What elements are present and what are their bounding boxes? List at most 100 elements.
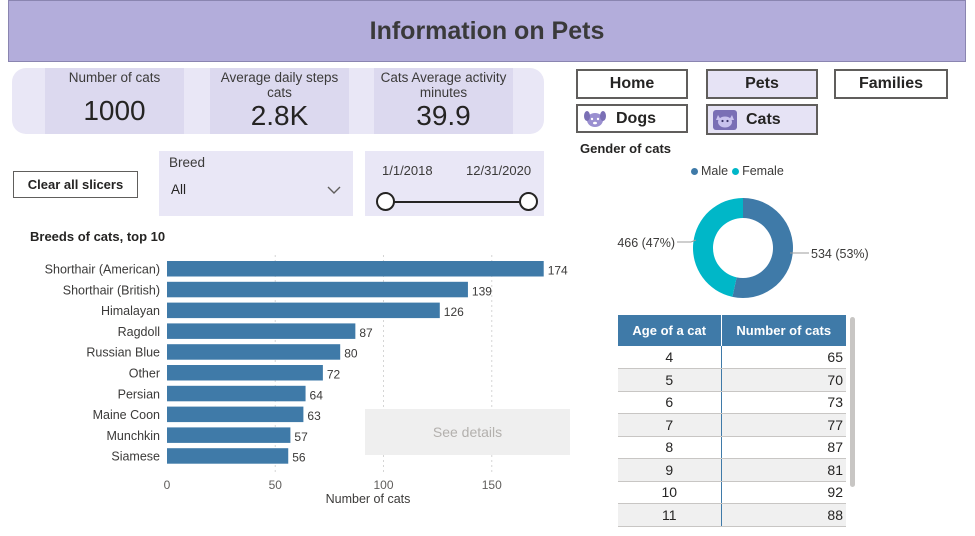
category-label: Shorthair (British) bbox=[63, 283, 160, 297]
bar-value-label: 80 bbox=[344, 347, 358, 361]
count-cell: 65 bbox=[721, 346, 846, 369]
donut-slice[interactable] bbox=[732, 198, 793, 298]
female-slice-label: 466 (47%) bbox=[617, 236, 675, 250]
leader-line bbox=[677, 239, 697, 243]
legend-dot-male bbox=[691, 167, 698, 175]
column-header-count[interactable]: Number of cats bbox=[721, 315, 846, 346]
donut-slice[interactable] bbox=[693, 198, 743, 297]
table-row: 5 70 bbox=[618, 368, 846, 392]
see-details-button[interactable]: See details bbox=[365, 409, 570, 455]
count-cell: 87 bbox=[721, 436, 846, 459]
families-button[interactable]: Families bbox=[834, 69, 948, 99]
table-row: 4 65 bbox=[618, 346, 846, 369]
count-cell: 88 bbox=[721, 503, 846, 527]
breed-slicer: Breed All bbox=[159, 151, 353, 216]
date-start-label: 1/1/2018 bbox=[382, 163, 433, 178]
dogs-button-label: Dogs bbox=[616, 109, 656, 127]
chevron-down-icon bbox=[327, 186, 341, 194]
category-label: Other bbox=[129, 367, 160, 381]
bar-value-label: 87 bbox=[359, 326, 373, 340]
cats-button[interactable]: Cats bbox=[706, 104, 818, 135]
bar[interactable] bbox=[167, 406, 304, 423]
bar[interactable] bbox=[167, 365, 323, 381]
bar[interactable] bbox=[167, 302, 440, 319]
x-tick-label: 50 bbox=[269, 478, 283, 492]
kpi-card-daily-steps: Average daily steps cats 2.8K bbox=[210, 68, 349, 134]
dogs-button[interactable]: Dogs bbox=[576, 104, 688, 133]
bar-value-label: 72 bbox=[327, 368, 341, 382]
count-cell: 73 bbox=[721, 391, 846, 414]
bar[interactable] bbox=[167, 427, 291, 443]
header-banner: Information on Pets bbox=[8, 0, 966, 62]
bar-value-label: 174 bbox=[548, 264, 568, 278]
kpi-label: Average daily steps cats bbox=[220, 70, 339, 100]
age-cell: 10 bbox=[618, 481, 722, 504]
home-button[interactable]: Home bbox=[576, 69, 688, 99]
age-table: Age of a cat Number of cats 4 65 5 70 6 73 7 77… bbox=[618, 315, 846, 527]
pets-button[interactable]: Pets bbox=[706, 69, 818, 99]
kpi-value: 39.9 bbox=[416, 100, 471, 131]
age-cell: 4 bbox=[618, 346, 722, 369]
bar[interactable] bbox=[167, 261, 544, 277]
bar-value-label: 57 bbox=[294, 430, 308, 444]
category-label: Siamese bbox=[111, 450, 160, 464]
legend-label-female: Female bbox=[742, 164, 784, 178]
cats-button-label: Cats bbox=[746, 110, 781, 128]
bar[interactable] bbox=[167, 448, 289, 464]
age-cell: 5 bbox=[618, 368, 722, 392]
date-slider-track bbox=[385, 201, 529, 203]
donut-chart-title: Gender of cats bbox=[580, 141, 672, 156]
count-cell: 77 bbox=[721, 413, 846, 437]
age-cell: 11 bbox=[618, 503, 722, 527]
male-slice-label: 534 (53%) bbox=[811, 247, 869, 261]
column-header-age[interactable]: Age of a cat bbox=[618, 315, 722, 346]
dog-icon bbox=[584, 110, 606, 127]
gender-donut-chart: 534 (53%) 466 (47%) bbox=[617, 198, 869, 298]
donut-legend: Male Female bbox=[691, 164, 788, 178]
date-end-label: 12/31/2020 bbox=[466, 163, 532, 178]
bar-value-label: 63 bbox=[307, 409, 321, 423]
clear-all-slicers-button[interactable]: Clear all slicers bbox=[13, 171, 138, 198]
table-row: 7 77 bbox=[618, 413, 846, 437]
category-label: Himalayan bbox=[101, 304, 160, 318]
x-tick-label: 150 bbox=[482, 478, 502, 492]
table-header-row: Age of a cat Number of cats bbox=[618, 315, 846, 346]
category-label: Shorthair (American) bbox=[45, 263, 160, 277]
breed-dropdown[interactable]: All bbox=[159, 177, 353, 203]
category-label: Maine Coon bbox=[93, 408, 160, 422]
age-cell: 9 bbox=[618, 458, 722, 482]
kpi-card-number-of-cats: Number of cats 1000 bbox=[45, 68, 184, 134]
bar[interactable] bbox=[167, 323, 356, 339]
kpi-label: Cats Average activity minutes bbox=[380, 70, 507, 100]
table-scrollbar[interactable] bbox=[850, 317, 855, 487]
breed-slicer-title: Breed bbox=[169, 155, 206, 170]
count-cell: 70 bbox=[721, 368, 846, 392]
count-cell: 92 bbox=[721, 481, 846, 504]
bar-value-label: 139 bbox=[472, 284, 492, 298]
bar[interactable] bbox=[167, 385, 306, 402]
x-tick-label: 0 bbox=[164, 478, 171, 492]
bar[interactable] bbox=[167, 281, 468, 298]
bar[interactable] bbox=[167, 344, 341, 360]
kpi-panel: Number of cats 1000 Average daily steps … bbox=[12, 68, 544, 134]
table-row: 8 87 bbox=[618, 436, 846, 459]
legend-label-male: Male bbox=[701, 164, 729, 178]
x-tick-label: 100 bbox=[373, 478, 393, 492]
bar-value-label: 126 bbox=[444, 305, 464, 319]
category-label: Persian bbox=[118, 387, 160, 401]
date-slider-start-handle[interactable] bbox=[376, 192, 395, 211]
table-row: 6 73 bbox=[618, 391, 846, 414]
category-label: Ragdoll bbox=[118, 325, 160, 339]
table-row: 9 81 bbox=[618, 458, 846, 482]
bar-value-label: 56 bbox=[292, 451, 306, 465]
legend-item-female: Female bbox=[732, 164, 784, 178]
breeds-bar-chart: 0 50 100 150 Shorthair (American) 174 Shorthai… bbox=[45, 255, 568, 506]
date-slider-end-handle[interactable] bbox=[519, 192, 538, 211]
breed-dropdown-value: All bbox=[171, 182, 187, 197]
count-cell: 81 bbox=[721, 458, 846, 482]
x-axis-title: Number of cats bbox=[326, 492, 411, 506]
table-row: 11 88 bbox=[618, 503, 846, 527]
age-cell: 7 bbox=[618, 413, 722, 437]
bar-chart-title: Breeds of cats, top 10 bbox=[30, 229, 166, 244]
cat-icon bbox=[713, 109, 737, 130]
